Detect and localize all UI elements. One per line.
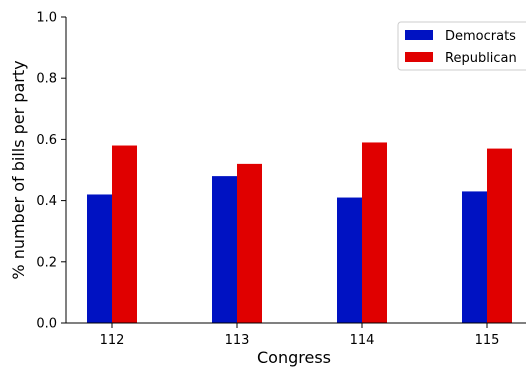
bar-democrats-113: [212, 176, 237, 323]
y-tick-label: 0.6: [36, 133, 57, 148]
x-tick-label: 112: [100, 333, 125, 348]
bar-republican-114: [362, 142, 387, 323]
bar-republican-112: [112, 145, 137, 323]
x-tick-label: 115: [475, 333, 500, 348]
y-ticks-group: 0.0 0.2 0.4 0.6 0.8 1.0: [36, 11, 66, 332]
x-ticks-group: 112 113 114 115: [100, 323, 500, 348]
legend: Democrats Republican: [397, 21, 526, 71]
bar-democrats-115: [462, 191, 487, 323]
y-axis-title: % number of bills per party: [9, 60, 28, 279]
x-axis-title: Congress: [257, 348, 331, 367]
y-tick-label: 0.0: [36, 317, 57, 332]
y-tick-label: 0.8: [36, 72, 57, 87]
legend-swatch-republican: [405, 52, 433, 62]
axes-group: [65, 17, 526, 324]
bar-democrats-112: [87, 194, 112, 323]
legend-label-republican: Republican: [445, 51, 517, 66]
legend-swatch-democrats: [405, 30, 433, 40]
legend-label-democrats: Democrats: [445, 29, 516, 44]
bar-democrats-114: [337, 197, 362, 323]
y-tick-label: 1.0: [36, 11, 57, 26]
bar-republican-115: [487, 148, 512, 323]
x-tick-label: 114: [350, 333, 375, 348]
y-tick-label: 0.4: [36, 194, 57, 209]
x-tick-label: 113: [225, 333, 250, 348]
bars-group: [87, 142, 512, 323]
bar-republican-113: [237, 163, 262, 323]
y-tick-label: 0.2: [36, 255, 57, 270]
